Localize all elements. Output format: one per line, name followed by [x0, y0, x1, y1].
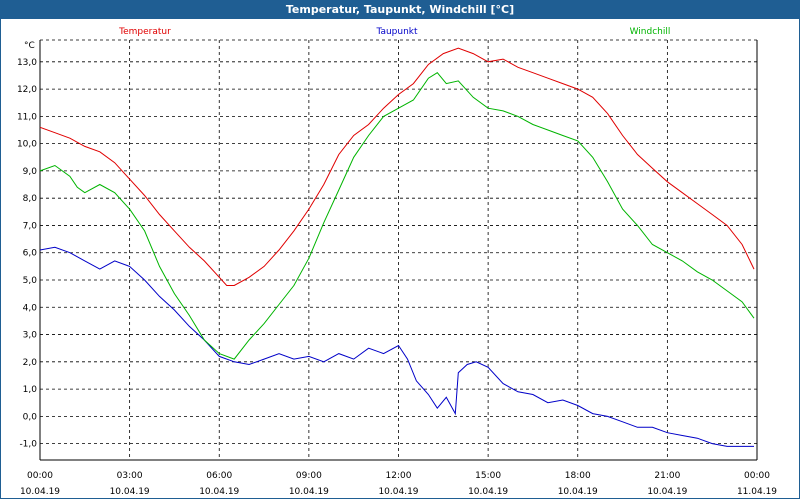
grid-lines	[40, 40, 757, 460]
y-tick-label: 0,0	[23, 412, 38, 422]
y-tick-label: 10,0	[17, 140, 37, 150]
x-tick-time: 06:00	[206, 471, 232, 481]
y-tick-label: 13,0	[17, 58, 37, 68]
series-line-taupunkt	[39, 246, 754, 447]
y-tick-label: -1,0	[19, 440, 37, 450]
y-tick-label: 11,0	[17, 112, 37, 122]
y-tick-label: 4,0	[23, 303, 38, 313]
series-lines	[39, 47, 755, 447]
x-tick-date: 10.04.19	[289, 487, 329, 497]
series-line-windchill	[39, 72, 755, 360]
x-tick-time: 12:00	[386, 471, 412, 481]
x-tick-date: 10.04.19	[110, 487, 150, 497]
x-tick-date: 11.04.19	[737, 487, 777, 497]
x-tick-time: 03:00	[117, 471, 143, 481]
legend-temperatur: Temperatur	[118, 27, 171, 37]
x-tick-time: 00:00	[27, 471, 53, 481]
x-tick-date: 10.04.19	[199, 487, 239, 497]
x-tick-time: 18:00	[565, 471, 591, 481]
y-tick-label: 9,0	[23, 167, 38, 177]
legend-windchill: Windchill	[630, 27, 671, 37]
x-tick-time: 00:00	[744, 471, 770, 481]
y-tick-label: 8,0	[23, 194, 38, 204]
chart-title: Temperatur, Taupunkt, Windchill [°C]	[0, 0, 800, 19]
y-tick-label: 7,0	[23, 221, 38, 231]
legend-taupunkt: Taupunkt	[375, 27, 418, 37]
legend: Temperatur Taupunkt Windchill	[118, 27, 670, 37]
y-tick-label: 12,0	[17, 85, 37, 95]
y-tick-label: 1,0	[23, 385, 38, 395]
x-tick-date: 10.04.19	[647, 487, 687, 497]
x-tick-date: 10.04.19	[468, 487, 508, 497]
tick-labels: 13,0 12,0 11,0 10,0 9,0 8,0 7,0 6,0 5,0 4,0 3,0 2,0…	[17, 41, 777, 497]
x-tick-time: 21:00	[654, 471, 680, 481]
y-tick-label: 5,0	[23, 276, 38, 286]
y-tick-label: 3,0	[23, 331, 38, 341]
y-tick-label: 2,0	[23, 358, 38, 368]
x-tick-date: 10.04.19	[558, 487, 598, 497]
series-line-temperatur	[39, 47, 755, 286]
x-tick-time: 09:00	[296, 471, 322, 481]
x-tick-date: 10.04.19	[378, 487, 418, 497]
y-axis-unit: °C	[24, 41, 35, 51]
x-tick-date: 10.04.19	[20, 487, 60, 497]
y-tick-label: 6,0	[23, 249, 38, 259]
x-tick-time: 15:00	[475, 471, 501, 481]
